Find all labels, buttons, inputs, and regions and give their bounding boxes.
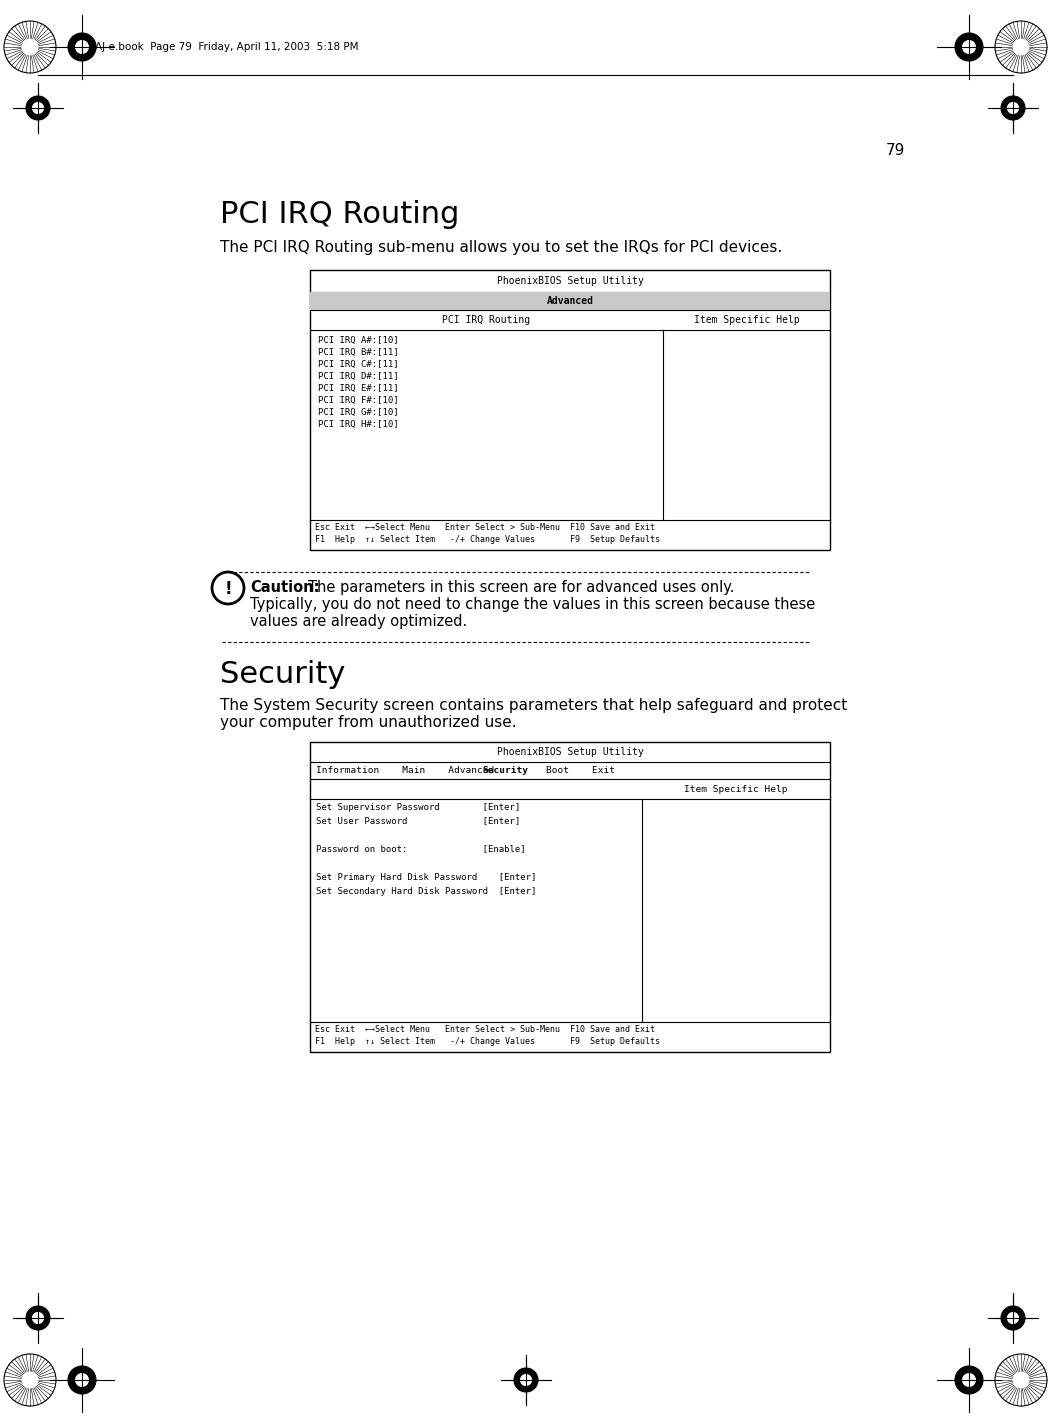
Circle shape xyxy=(33,103,43,114)
Circle shape xyxy=(76,41,88,53)
Circle shape xyxy=(1008,1312,1018,1323)
Text: PCI IRQ G#:[10]: PCI IRQ G#:[10] xyxy=(318,408,398,416)
Text: The parameters in this screen are for advanced uses only.: The parameters in this screen are for ad… xyxy=(308,580,735,595)
Circle shape xyxy=(33,1312,43,1323)
Text: PCI IRQ C#:[11]: PCI IRQ C#:[11] xyxy=(318,359,398,368)
Text: Password on boot:              [Enable]: Password on boot: [Enable] xyxy=(316,844,526,854)
Circle shape xyxy=(22,39,38,54)
Circle shape xyxy=(1001,1306,1025,1330)
Text: PCI IRQ A#:[10]: PCI IRQ A#:[10] xyxy=(318,335,398,345)
Circle shape xyxy=(1008,103,1018,114)
Text: Item Specific Help: Item Specific Help xyxy=(694,315,800,325)
Circle shape xyxy=(68,1366,96,1395)
Text: PCI IRQ F#:[10]: PCI IRQ F#:[10] xyxy=(318,395,398,405)
Text: PCI IRQ Routing: PCI IRQ Routing xyxy=(220,200,459,230)
Circle shape xyxy=(514,1368,538,1392)
Text: Boot    Exit: Boot Exit xyxy=(523,766,615,774)
Text: Esc Exit  ←→Select Menu   Enter Select > Sub-Menu  F10 Save and Exit: Esc Exit ←→Select Menu Enter Select > Su… xyxy=(315,1025,655,1034)
Text: values are already optimized.: values are already optimized. xyxy=(250,615,468,629)
FancyBboxPatch shape xyxy=(310,270,830,550)
Circle shape xyxy=(1013,39,1029,54)
Text: PhoenixBIOS Setup Utility: PhoenixBIOS Setup Utility xyxy=(496,747,643,757)
Circle shape xyxy=(963,41,975,53)
Text: Set Primary Hard Disk Password    [Enter]: Set Primary Hard Disk Password [Enter] xyxy=(316,873,536,881)
Circle shape xyxy=(963,1373,975,1386)
Text: F1  Help  ↑↓ Select Item   -/+ Change Values       F9  Setup Defaults: F1 Help ↑↓ Select Item -/+ Change Values… xyxy=(315,1037,660,1045)
Text: PhoenixBIOS Setup Utility: PhoenixBIOS Setup Utility xyxy=(496,277,643,287)
FancyBboxPatch shape xyxy=(310,742,830,1052)
Text: !: ! xyxy=(224,580,232,597)
Text: The System Security screen contains parameters that help safeguard and protect: The System Security screen contains para… xyxy=(220,697,847,713)
Text: Set Supervisor Password        [Enter]: Set Supervisor Password [Enter] xyxy=(316,803,520,811)
Text: 79: 79 xyxy=(885,143,905,158)
Text: Item Specific Help: Item Specific Help xyxy=(684,784,788,793)
Text: Esc Exit  ←→Select Menu   Enter Select > Sub-Menu  F10 Save and Exit: Esc Exit ←→Select Menu Enter Select > Su… xyxy=(315,523,655,532)
Text: PCI IRQ H#:[10]: PCI IRQ H#:[10] xyxy=(318,419,398,428)
Text: PCI IRQ Routing: PCI IRQ Routing xyxy=(442,315,531,325)
Text: Typically, you do not need to change the values in this screen because these: Typically, you do not need to change the… xyxy=(250,597,816,612)
Text: Information    Main    Advanced: Information Main Advanced xyxy=(316,766,517,774)
Text: Set User Password              [Enter]: Set User Password [Enter] xyxy=(316,817,520,826)
Circle shape xyxy=(520,1375,532,1386)
Circle shape xyxy=(76,1373,88,1386)
Circle shape xyxy=(1001,96,1025,120)
Text: Security: Security xyxy=(220,660,346,689)
Text: Caution:: Caution: xyxy=(250,580,320,595)
Circle shape xyxy=(22,1372,38,1387)
Circle shape xyxy=(26,1306,50,1330)
Text: Set Secondary Hard Disk Password  [Enter]: Set Secondary Hard Disk Password [Enter] xyxy=(316,887,536,896)
Text: PCI IRQ E#:[11]: PCI IRQ E#:[11] xyxy=(318,384,398,392)
Circle shape xyxy=(68,33,96,61)
Text: Advanced: Advanced xyxy=(547,297,594,307)
Circle shape xyxy=(1013,1372,1029,1387)
Circle shape xyxy=(26,96,50,120)
Circle shape xyxy=(955,33,983,61)
FancyBboxPatch shape xyxy=(310,292,830,309)
Text: PCI IRQ D#:[11]: PCI IRQ D#:[11] xyxy=(318,372,398,381)
Circle shape xyxy=(955,1366,983,1395)
Text: Security: Security xyxy=(482,766,529,774)
Text: your computer from unauthorized use.: your computer from unauthorized use. xyxy=(220,714,517,730)
Text: AJ-e.book  Page 79  Friday, April 11, 2003  5:18 PM: AJ-e.book Page 79 Friday, April 11, 2003… xyxy=(95,41,358,51)
Text: F1  Help  ↑↓ Select Item   -/+ Change Values       F9  Setup Defaults: F1 Help ↑↓ Select Item -/+ Change Values… xyxy=(315,535,660,543)
Text: The PCI IRQ Routing sub-menu allows you to set the IRQs for PCI devices.: The PCI IRQ Routing sub-menu allows you … xyxy=(220,240,782,255)
Text: PCI IRQ B#:[11]: PCI IRQ B#:[11] xyxy=(318,348,398,356)
